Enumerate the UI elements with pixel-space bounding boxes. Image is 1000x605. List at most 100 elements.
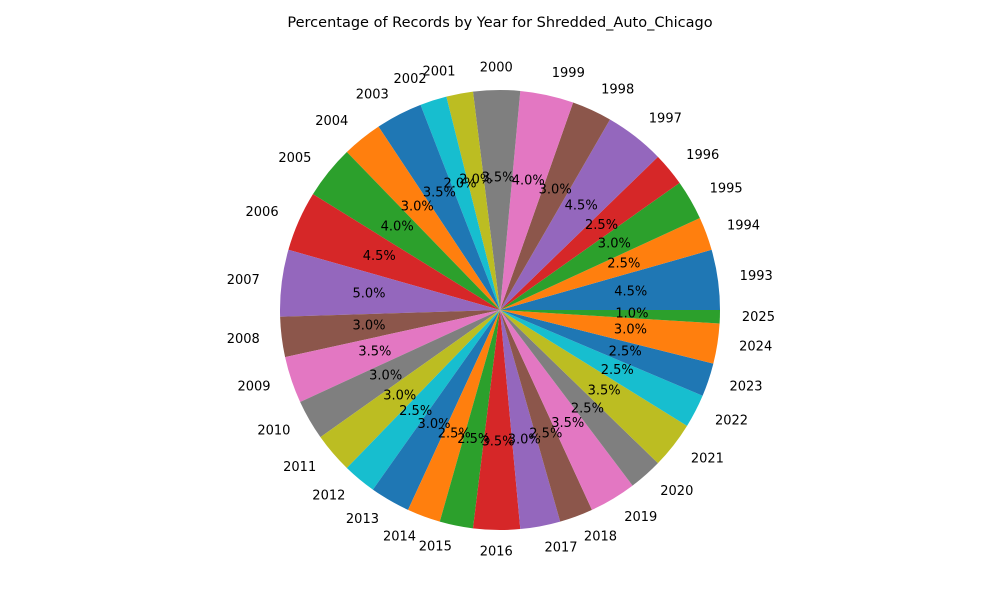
pie-percent-label-2004: 3.0%: [401, 200, 434, 215]
pie-percent-label-2019: 3.5%: [551, 416, 584, 431]
pie-year-label-1997: 1997: [649, 112, 682, 127]
pie-percent-label-2012: 2.5%: [399, 404, 432, 419]
pie-slice-2007: [280, 249, 500, 317]
pie-year-label-2018: 2018: [584, 529, 617, 544]
pie-percent-label-1994: 2.5%: [607, 257, 640, 272]
pie-percent-label-2017: 3.0%: [508, 432, 541, 447]
pie-year-label-2000: 2000: [480, 61, 513, 76]
pie-year-label-2008: 2008: [227, 332, 260, 347]
pie-percent-label-2014: 2.5%: [438, 426, 471, 441]
slices-layer: [280, 89, 720, 530]
pie-slice-2003: [378, 104, 500, 310]
pie-percent-label-2022: 2.5%: [601, 363, 634, 378]
pie-percent-label-2010: 3.0%: [369, 369, 402, 384]
pie-percent-label-1996: 2.5%: [585, 218, 618, 233]
pie-year-label-2006: 2006: [246, 205, 279, 220]
pie-slice-2019: [500, 310, 633, 510]
pie-year-label-2013: 2013: [346, 512, 379, 527]
pie-slice-2011: [320, 310, 500, 468]
pie-percent-label-2001: 2.0%: [459, 173, 492, 188]
pie-slice-2000: [472, 89, 521, 310]
pie-percent-label-1999: 4.0%: [512, 174, 545, 189]
pie-percent-label-2013: 3.0%: [417, 417, 450, 432]
pie-slice-1997: [500, 119, 658, 310]
pie-slice-2010: [300, 310, 500, 438]
pie-year-label-2024: 2024: [739, 340, 772, 355]
pie-percent-label-2024: 3.0%: [614, 323, 647, 338]
pie-slice-2021: [500, 310, 688, 464]
pie-year-label-2009: 2009: [237, 379, 270, 394]
pie-year-label-2004: 2004: [315, 114, 348, 129]
pie-percent-label-2003: 3.5%: [423, 185, 456, 200]
pie-slice-2023: [500, 310, 714, 396]
pie-slice-2006: [288, 194, 500, 310]
pie-slice-2013: [372, 310, 500, 510]
pie-slice-1999: [500, 90, 574, 311]
pie-slice-2012: [346, 310, 500, 490]
pie-slice-2016: [472, 310, 521, 530]
pie-slice-2017: [500, 310, 561, 530]
pie-year-label-2019: 2019: [624, 510, 657, 525]
pie-slice-1996: [500, 156, 680, 310]
pie-year-label-2012: 2012: [312, 489, 345, 504]
pie-year-label-2015: 2015: [419, 540, 452, 555]
pie-percent-label-2018: 2.5%: [529, 426, 562, 441]
pie-year-label-1998: 1998: [601, 83, 634, 98]
pie-percent-label-2023: 2.5%: [609, 344, 642, 359]
pie-percent-label-2006: 4.5%: [363, 249, 396, 264]
pie-slice-2024: [500, 310, 720, 364]
pie-percent-label-2015: 2.5%: [457, 432, 490, 447]
pie-year-label-2001: 2001: [422, 65, 455, 80]
pie-year-label-2025: 2025: [742, 310, 775, 325]
pie-year-label-2014: 2014: [383, 529, 416, 544]
pie-slice-2002: [420, 96, 500, 310]
year-labels-layer: 1993 1994 1995 1996 1997 1998 1999 2000 20012002…: [227, 61, 775, 560]
pie-slice-2020: [500, 310, 658, 486]
pie-year-label-2016: 2016: [480, 544, 513, 559]
pie-percent-label-2025: 1.0%: [615, 307, 648, 322]
pie-percent-label-1995: 3.0%: [598, 237, 631, 252]
pie-year-label-2002: 2002: [394, 72, 427, 87]
pie-percent-label-1993: 4.5%: [614, 284, 647, 299]
pie-percent-label-1998: 3.0%: [539, 183, 572, 198]
pie-percent-label-2002: 2.0%: [443, 177, 476, 192]
pie-slice-2001: [446, 91, 500, 311]
pie-year-label-1994: 1994: [727, 219, 760, 234]
pie-year-label-2023: 2023: [729, 379, 762, 394]
pie-year-label-2003: 2003: [356, 88, 389, 103]
pie-slice-2004: [346, 126, 500, 310]
pie-percent-label-2008: 3.0%: [352, 319, 385, 334]
pie-slice-2022: [500, 310, 703, 426]
pie-percent-label-2016: 3.5%: [481, 434, 514, 449]
pie-year-label-2005: 2005: [278, 151, 311, 166]
percent-labels-layer: 4.5%2.5%3.0%2.5%4.5%3.0%4.0%3.5%2.0%2.0%…: [352, 171, 648, 450]
pie-slice-2005: [312, 152, 500, 310]
pie-year-label-1999: 1999: [552, 66, 585, 81]
pie-year-label-2020: 2020: [660, 484, 693, 499]
pie-percent-label-2009: 3.5%: [358, 344, 391, 359]
pie-year-label-2021: 2021: [691, 451, 724, 466]
pie-year-label-2017: 2017: [544, 540, 577, 555]
pie-percent-label-1997: 4.5%: [565, 198, 598, 213]
pie-slice-2018: [500, 310, 592, 522]
pie-percent-label-2020: 2.5%: [571, 401, 604, 416]
pie-percent-label-2005: 4.0%: [381, 220, 414, 235]
pie-slice-2025: [500, 310, 720, 324]
pie-slice-2009: [285, 310, 500, 402]
pie-year-label-2010: 2010: [257, 424, 290, 439]
pie-slice-2008: [280, 310, 500, 358]
pie-year-label-2007: 2007: [227, 273, 260, 288]
pie-year-label-2022: 2022: [715, 414, 748, 429]
pie-slice-2015: [439, 310, 500, 529]
pie-year-label-1996: 1996: [686, 148, 719, 163]
chart-title: Percentage of Records by Year for Shredd…: [287, 15, 712, 31]
pie-slice-1994: [500, 218, 712, 310]
pie-percent-label-2000: 3.5%: [481, 171, 514, 186]
pie-year-label-1993: 1993: [740, 269, 773, 284]
pie-percent-label-2021: 3.5%: [588, 384, 621, 399]
pie-slice-1993: [500, 249, 720, 310]
pie-slice-1998: [500, 102, 610, 310]
pie-slice-1995: [500, 182, 700, 310]
